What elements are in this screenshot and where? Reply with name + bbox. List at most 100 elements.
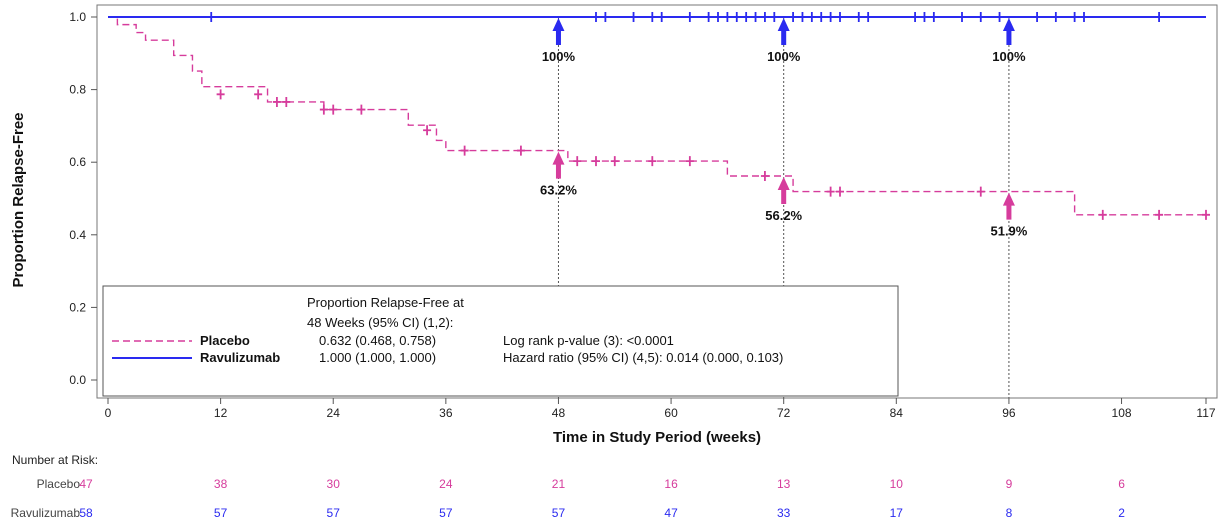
censor-mark-placebo xyxy=(357,104,366,115)
legend-name-ravulizumab: Ravulizumab xyxy=(200,350,280,365)
risk-row-label-placebo: Placebo xyxy=(37,477,81,491)
censor-mark-ravulizumab xyxy=(995,12,1004,22)
annotation-label-ravulizumab-96: 100% xyxy=(992,49,1026,64)
risk-value-ravulizumab-108: 2 xyxy=(1118,506,1125,520)
risk-value-ravulizumab-24: 57 xyxy=(327,506,341,520)
annotation-label-placebo-96: 51.9% xyxy=(990,224,1027,239)
y-axis-title: Proportion Relapse-Free xyxy=(10,112,27,287)
risk-value-ravulizumab-60: 47 xyxy=(664,506,678,520)
censor-mark-ravulizumab xyxy=(648,12,657,22)
legend: Proportion Relapse-Free at 48 Weeks (95% … xyxy=(102,285,899,397)
x-tick-label-60: 60 xyxy=(664,406,678,420)
x-axis-title: Time in Study Period (weeks) xyxy=(553,429,761,446)
x-tick-label-96: 96 xyxy=(1002,406,1016,420)
risk-value-ravulizumab-0: 58 xyxy=(79,506,93,520)
censor-mark-placebo xyxy=(282,96,291,107)
censor-mark-ravulizumab xyxy=(826,12,835,22)
risk-value-ravulizumab-12: 57 xyxy=(214,506,228,520)
risk-value-placebo-0: 47 xyxy=(79,477,93,491)
censor-mark-ravulizumab xyxy=(1080,12,1088,22)
censor-mark-ravulizumab xyxy=(911,12,920,22)
risk-value-ravulizumab-96: 8 xyxy=(1006,506,1013,520)
risk-value-placebo-24: 30 xyxy=(327,477,341,491)
annotation-arrow-ravulizumab-48 xyxy=(552,18,565,45)
risk-value-ravulizumab-84: 17 xyxy=(890,506,904,520)
annotation-label-placebo-48: 63.2% xyxy=(540,183,577,198)
censor-mark-ravulizumab xyxy=(714,12,722,22)
censor-mark-ravulizumab xyxy=(958,12,966,22)
risk-value-placebo-60: 16 xyxy=(664,477,678,491)
censor-mark-placebo xyxy=(836,186,844,197)
censor-mark-ravulizumab xyxy=(770,12,779,22)
annotation-arrow-placebo-96 xyxy=(1002,192,1015,220)
x-tick-label-36: 36 xyxy=(439,406,453,420)
risk-row-label-ravulizumab: Ravulizumab xyxy=(11,506,81,520)
legend-name-placebo: Placebo xyxy=(200,333,250,348)
censor-mark-ravulizumab xyxy=(920,12,929,22)
annotation-arrow-ravulizumab-72 xyxy=(777,18,790,45)
censor-mark-ravulizumab xyxy=(207,12,216,22)
censor-mark-placebo xyxy=(976,186,985,197)
y-tick-label-0.8: 0.8 xyxy=(69,83,86,97)
risk-value-ravulizumab-72: 33 xyxy=(777,506,791,520)
censor-mark-placebo xyxy=(648,156,657,167)
x-tick-label-0: 0 xyxy=(105,406,112,420)
censor-mark-ravulizumab xyxy=(789,12,798,22)
risk-value-placebo-96: 9 xyxy=(1006,477,1013,491)
risk-value-placebo-84: 10 xyxy=(890,477,904,491)
axes: 0 12 24 36 48 60 72 84 96 108 117 0.0 0.2 0.4 0.6 0.8 1.… xyxy=(69,10,1216,420)
legend-header-1: Proportion Relapse-Free at xyxy=(307,295,464,310)
risk-value-ravulizumab-48: 57 xyxy=(552,506,566,520)
censor-mark-ravulizumab xyxy=(798,12,807,22)
censor-mark-ravulizumab xyxy=(1070,12,1079,22)
censor-mark-placebo xyxy=(460,145,469,156)
annotation-arrow-ravulizumab-96 xyxy=(1002,18,1015,45)
censor-mark-placebo xyxy=(254,89,263,100)
y-tick-label-0.6: 0.6 xyxy=(69,155,86,169)
censor-mark-ravulizumab xyxy=(629,12,638,22)
censor-mark-placebo xyxy=(516,145,525,156)
censor-mark-ravulizumab xyxy=(864,12,873,22)
censor-mark-placebo xyxy=(423,125,432,136)
censor-mark-placebo xyxy=(319,104,328,115)
annotation-arrow-placebo-48 xyxy=(552,151,565,179)
censor-mark-placebo xyxy=(216,89,225,100)
risk-value-ravulizumab-36: 57 xyxy=(439,506,453,520)
legend-value-ravulizumab: 1.000 (1.000, 1.000) xyxy=(319,350,436,365)
censor-mark-placebo xyxy=(760,170,769,181)
censor-mark-ravulizumab xyxy=(742,12,751,22)
annotations: 63.2% 56.2% 51.9% 100% 100% 100% xyxy=(540,18,1028,239)
x-tick-label-117: 117 xyxy=(1196,406,1215,420)
legend-box xyxy=(102,285,899,397)
legend-header-2: 48 Weeks (95% CI) (1,2): xyxy=(307,315,453,330)
legend-stat-0: Log rank p-value (3): <0.0001 xyxy=(503,333,674,348)
censor-mark-placebo xyxy=(826,186,835,197)
censor-mark-placebo xyxy=(1202,209,1210,220)
censor-mark-ravulizumab xyxy=(1033,12,1042,22)
y-tick-label-0.0: 0.0 xyxy=(69,373,86,387)
x-tick-label-48: 48 xyxy=(552,406,566,420)
censor-mark-ravulizumab xyxy=(601,12,610,22)
censor-mark-placebo xyxy=(685,156,694,167)
censor-mark-ravulizumab xyxy=(854,12,863,22)
risk-value-placebo-108: 6 xyxy=(1118,477,1125,491)
risk-value-placebo-48: 21 xyxy=(552,477,566,491)
censor-mark-placebo xyxy=(1098,209,1107,220)
censor-mark-ravulizumab xyxy=(704,12,713,22)
risk-table: Number at Risk: Placebo 47 38 30 24 21 16 13 10 9… xyxy=(11,453,1126,520)
censor-mark-ravulizumab xyxy=(976,12,985,22)
legend-value-placebo: 0.632 (0.468, 0.758) xyxy=(319,333,436,348)
censor-mark-ravulizumab xyxy=(929,12,938,22)
series-layer xyxy=(108,12,1210,220)
censor-mark-placebo xyxy=(592,156,600,167)
censor-mark-placebo xyxy=(1155,209,1164,220)
censor-mark-ravulizumab xyxy=(1155,12,1164,22)
censor-mark-ravulizumab xyxy=(807,12,816,22)
annotation-arrow-placebo-72 xyxy=(777,176,790,204)
x-tick-label-108: 108 xyxy=(1112,406,1132,420)
censor-mark-ravulizumab xyxy=(836,12,844,22)
censor-mark-ravulizumab xyxy=(723,12,732,22)
x-tick-label-24: 24 xyxy=(327,406,341,420)
censor-mark-ravulizumab xyxy=(732,12,741,22)
series-line-placebo xyxy=(108,16,1206,216)
